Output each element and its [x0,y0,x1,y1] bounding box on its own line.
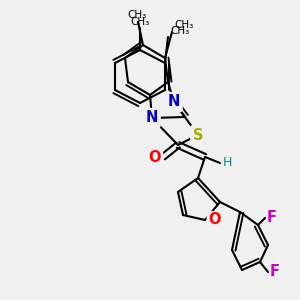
Text: O: O [148,149,161,164]
Text: H: H [223,157,232,169]
Text: F: F [270,265,280,280]
Text: S: S [193,128,203,142]
Text: O: O [208,212,220,227]
Text: CH₃: CH₃ [174,20,193,30]
Text: N: N [146,110,158,125]
Text: CH₃: CH₃ [128,10,147,20]
Text: CH₃: CH₃ [170,26,189,36]
Text: F: F [267,211,277,226]
Text: CH₃: CH₃ [130,17,150,27]
Text: N: N [168,94,180,110]
